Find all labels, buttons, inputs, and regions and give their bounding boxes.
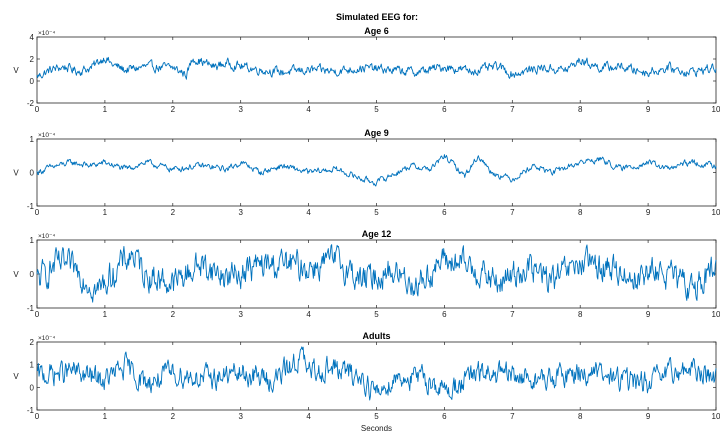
panel-title: Age 12: [362, 229, 392, 239]
y-tick-label: 0: [30, 383, 35, 392]
x-tick-label: 7: [510, 208, 515, 217]
y-scale-exponent: ×10⁻⁴: [38, 335, 55, 342]
x-tick-label: 4: [306, 208, 311, 217]
x-tick-label: 5: [374, 310, 379, 319]
y-tick-label: 0: [30, 77, 35, 86]
y-tick-label: 2: [30, 338, 35, 347]
x-tick-label: 1: [103, 310, 108, 319]
x-tick-label: 8: [578, 208, 583, 217]
x-tick-label: 8: [578, 310, 583, 319]
x-tick-label: 7: [510, 412, 515, 421]
x-tick-label: 3: [238, 105, 243, 114]
y-scale-exponent: ×10⁻⁴: [38, 132, 55, 139]
x-tick-label: 6: [442, 310, 447, 319]
x-tick-label: 9: [646, 412, 651, 421]
x-axis-label: Seconds: [361, 424, 392, 433]
x-tick-label: 1: [103, 105, 108, 114]
x-tick-label: 7: [510, 310, 515, 319]
x-tick-label: 3: [238, 310, 243, 319]
x-tick-label: 9: [646, 208, 651, 217]
eeg-trace: [36, 154, 717, 187]
y-axis-label: V: [13, 372, 19, 381]
x-tick-label: 3: [238, 412, 243, 421]
y-axis-label: V: [13, 169, 19, 178]
figure-title: Simulated EEG for:: [336, 12, 418, 22]
x-tick-label: 2: [171, 310, 176, 319]
x-tick-label: 10: [712, 412, 720, 421]
x-tick-label: 1: [103, 208, 108, 217]
x-tick-label: 8: [578, 105, 583, 114]
x-tick-label: 10: [712, 105, 720, 114]
x-tick-label: 4: [306, 412, 311, 421]
x-tick-label: 5: [374, 208, 379, 217]
x-tick-label: 0: [35, 412, 40, 421]
x-tick-label: 6: [442, 105, 447, 114]
panel-2: Age 12×10⁻⁴V0 1 2 3 4 5 6 7 8 9 10-101: [13, 229, 720, 319]
y-tick-label: -1: [27, 406, 35, 415]
y-axis-label: V: [13, 270, 19, 279]
x-tick-label: 10: [712, 208, 720, 217]
eeg-trace: [36, 56, 717, 80]
panel-1: Age 9×10⁻⁴V0 1 2 3 4 5 6 7 8 9 10-101: [13, 128, 720, 217]
x-tick-label: 0: [35, 208, 40, 217]
y-tick-label: 1: [30, 135, 35, 144]
panel-title: Age 6: [364, 26, 389, 36]
x-tick-label: 4: [306, 105, 311, 114]
x-tick-label: 6: [442, 412, 447, 421]
y-scale-exponent: ×10⁻⁴: [38, 30, 55, 37]
panel-title: Adults: [363, 331, 391, 341]
y-tick-label: 0: [30, 169, 35, 178]
x-tick-label: 4: [306, 310, 311, 319]
eeg-trace: [36, 346, 717, 401]
x-tick-label: 10: [712, 310, 720, 319]
panel-title: Age 9: [364, 128, 389, 138]
x-tick-label: 0: [35, 105, 40, 114]
x-tick-label: 2: [171, 412, 176, 421]
y-tick-label: 0: [30, 270, 35, 279]
y-tick-label: 2: [30, 55, 35, 64]
x-tick-label: 5: [374, 105, 379, 114]
y-tick-label: -1: [27, 304, 35, 313]
axes-box: [36, 239, 717, 309]
x-tick-label: 6: [442, 208, 447, 217]
x-tick-label: 5: [374, 412, 379, 421]
x-tick-label: 9: [646, 105, 651, 114]
eeg-trace: [36, 244, 717, 303]
y-tick-label: 1: [30, 236, 35, 245]
y-axis-label: V: [13, 66, 19, 75]
x-tick-label: 7: [510, 105, 515, 114]
y-tick-label: -2: [27, 99, 35, 108]
x-tick-label: 8: [578, 412, 583, 421]
x-tick-label: 2: [171, 105, 176, 114]
y-tick-label: -1: [27, 202, 35, 211]
y-scale-exponent: ×10⁻⁴: [38, 233, 55, 240]
y-tick-label: 1: [30, 361, 35, 370]
x-tick-label: 2: [171, 208, 176, 217]
x-tick-label: 0: [35, 310, 40, 319]
x-tick-label: 1: [103, 412, 108, 421]
y-tick-label: 4: [30, 33, 35, 42]
x-tick-label: 3: [238, 208, 243, 217]
x-tick-label: 9: [646, 310, 651, 319]
axes-box: [36, 138, 717, 207]
